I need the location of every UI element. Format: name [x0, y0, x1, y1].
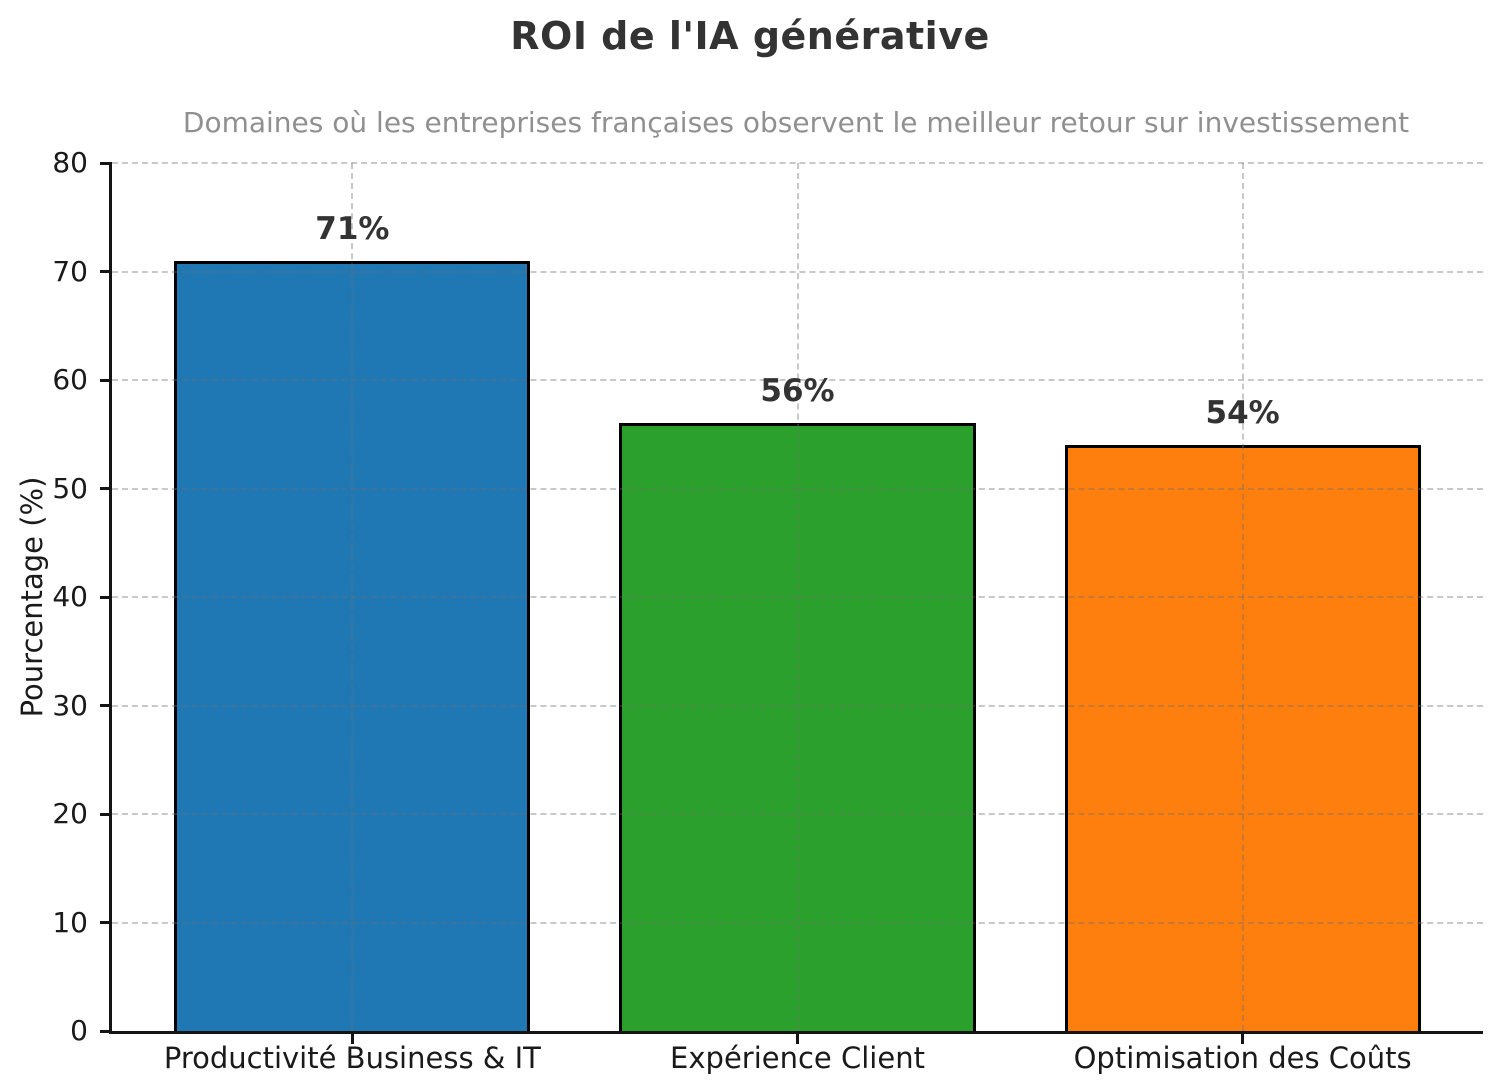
- h-gridline: [112, 596, 1483, 598]
- y-tick-label: 10: [52, 905, 88, 939]
- plot-area: 0 10 20 30 40 50 60 70 80 71% Productivité Busines…: [52, 147, 1483, 1075]
- y-tick-mark: [100, 595, 112, 599]
- chart-subtitle: Domaines où les entreprises françaises o…: [182, 106, 1410, 139]
- bar: [619, 423, 976, 1031]
- y-tick-mark: [100, 704, 112, 707]
- x-category-label: Expérience Client: [670, 1041, 925, 1075]
- y-tick-mark: [100, 487, 112, 490]
- h-gridline: [112, 813, 1483, 815]
- y-tick-mark: [100, 1029, 112, 1033]
- h-gridline: [112, 487, 1483, 490]
- chart-title: ROI de l'IA générative: [510, 14, 990, 58]
- y-tick-label: 80: [52, 146, 88, 179]
- y-tick-label: 50: [52, 471, 88, 505]
- h-gridline: [112, 704, 1483, 707]
- y-tick-label: 20: [52, 797, 88, 830]
- bar: [1064, 445, 1421, 1031]
- bar-value-label: 54%: [1205, 395, 1280, 432]
- x-category-label: Optimisation des Coûts: [1073, 1041, 1412, 1075]
- h-gridline: [112, 379, 1483, 381]
- x-tick-mark: [1241, 1034, 1245, 1044]
- x-tick-mark: [350, 1034, 354, 1044]
- y-tick-mark: [100, 378, 112, 382]
- y-tick-label: 0: [70, 1014, 88, 1047]
- x-tick-mark: [796, 1034, 799, 1044]
- y-tick-mark: [100, 812, 112, 816]
- h-gridline: [112, 270, 1483, 273]
- y-tick-label: 60: [52, 363, 88, 396]
- v-gridline: [796, 163, 799, 1031]
- v-gridline: [351, 163, 354, 1031]
- y-tick-label: 30: [52, 688, 88, 722]
- bar-value-label: 71%: [315, 210, 390, 247]
- y-tick-mark: [100, 161, 112, 165]
- h-gridline: [112, 921, 1483, 924]
- y-tick-label: 40: [52, 580, 88, 613]
- y-tick-label: 70: [52, 254, 88, 288]
- y-tick-mark: [100, 270, 112, 273]
- x-category-label: Productivité Business & IT: [163, 1041, 541, 1075]
- bar-value-label: 56%: [760, 373, 835, 410]
- h-gridline: [112, 162, 1483, 164]
- v-gridline: [1241, 163, 1244, 1031]
- bar: [174, 260, 531, 1031]
- y-tick-mark: [100, 921, 112, 924]
